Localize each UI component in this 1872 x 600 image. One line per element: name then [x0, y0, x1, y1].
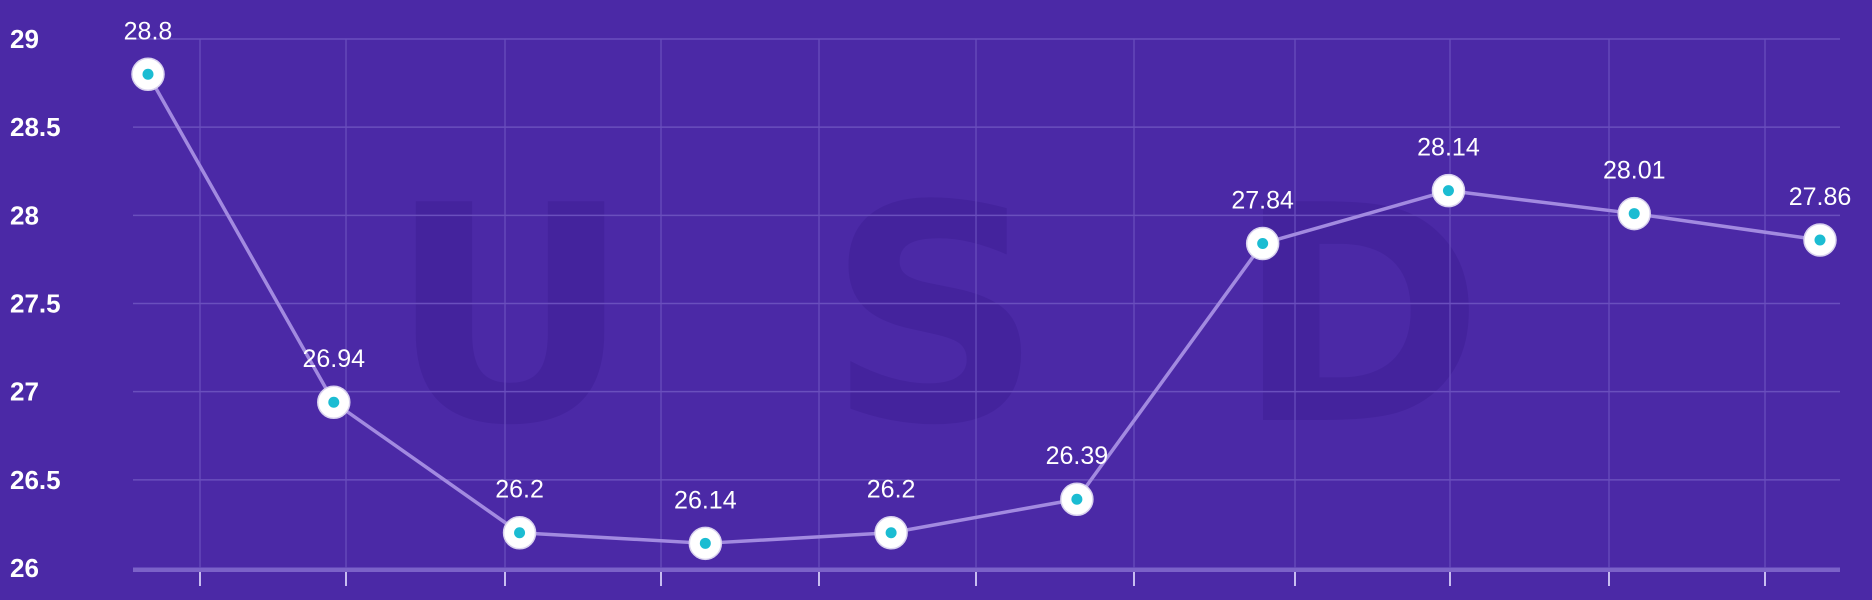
- data-point-center: [328, 396, 340, 408]
- data-label: 26.2: [495, 476, 544, 504]
- series-line: [146, 73, 1821, 546]
- data-point[interactable]: [1431, 173, 1466, 208]
- data-point-center: [1257, 238, 1269, 250]
- data-label: 28.01: [1603, 157, 1666, 185]
- data-point-center: [514, 527, 526, 539]
- y-tick-label: 28: [10, 200, 39, 230]
- data-points: [131, 57, 1837, 561]
- data-point[interactable]: [874, 515, 908, 550]
- data-point-center: [1814, 234, 1826, 246]
- data-point[interactable]: [502, 515, 537, 550]
- data-label: 26.39: [1046, 442, 1109, 470]
- data-point[interactable]: [131, 57, 165, 92]
- data-label: 27.84: [1231, 187, 1294, 215]
- data-label: 28.14: [1417, 134, 1480, 162]
- data-label: 26.94: [302, 345, 365, 373]
- data-labels: 28.8 26.94 26.2 26.14 26.2 26.39 27.84 28.14 28.…: [124, 17, 1852, 514]
- data-point-center: [1071, 493, 1083, 505]
- series-line-group: [146, 73, 1821, 546]
- y-tick-label: 27: [10, 377, 39, 407]
- data-point[interactable]: [1060, 482, 1094, 516]
- data-point-center: [699, 537, 711, 549]
- data-label: 28.8: [124, 17, 173, 45]
- y-tick-label: 28.5: [10, 112, 61, 142]
- grid: [133, 38, 1840, 569]
- data-point[interactable]: [1803, 223, 1837, 257]
- y-tick-label: 26.5: [10, 465, 61, 495]
- data-point[interactable]: [688, 526, 723, 561]
- y-tick-label: 29: [10, 24, 39, 54]
- x-axis: [133, 568, 1840, 586]
- data-point[interactable]: [1617, 196, 1651, 231]
- data-point-center: [885, 527, 897, 539]
- data-point-center: [142, 68, 154, 80]
- watermark-letter: S: [827, 142, 1043, 491]
- data-point-center: [1442, 185, 1454, 197]
- data-label: 26.2: [867, 476, 916, 504]
- y-tick-label: 26: [10, 553, 39, 583]
- y-tick-label: 27.5: [10, 289, 61, 319]
- data-point[interactable]: [1245, 226, 1280, 261]
- data-label: 26.14: [674, 486, 737, 514]
- watermark-letter: U: [388, 142, 632, 491]
- y-axis-ticks: 26 26.5 27 27.5 28 28.5 29: [10, 24, 61, 583]
- data-label: 27.86: [1789, 183, 1852, 211]
- data-point-center: [1628, 208, 1640, 220]
- data-point[interactable]: [317, 385, 351, 419]
